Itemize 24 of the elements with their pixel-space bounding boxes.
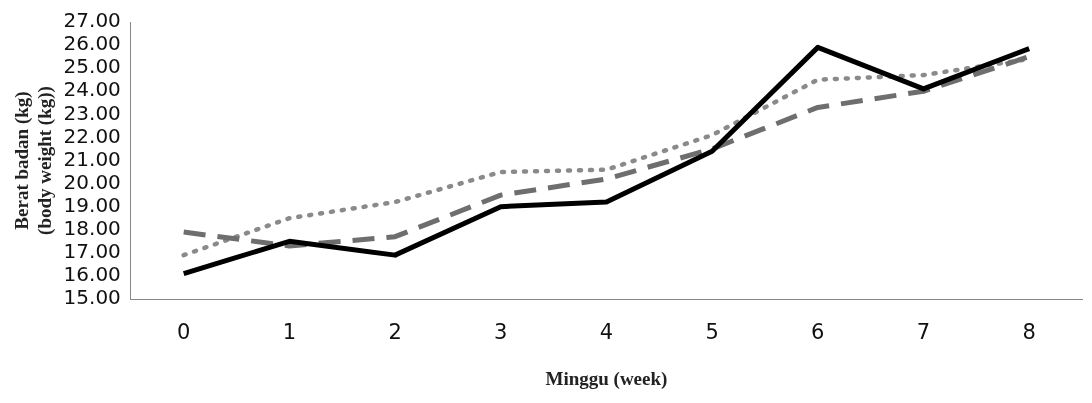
- y-tick-label: 22.00: [63, 123, 121, 148]
- x-tick-label: 3: [494, 320, 508, 345]
- y-tick-label: 24.00: [63, 77, 121, 102]
- y-tick-label: 17.00: [63, 239, 121, 264]
- x-tick-label: 7: [916, 320, 931, 345]
- y-tick-label: 25.00: [63, 54, 121, 79]
- x-tick-label: 5: [705, 320, 719, 345]
- y-tick-label: 21.00: [63, 146, 121, 171]
- y-tick-label: 23.00: [63, 100, 121, 125]
- y-axis-title: Berat badan (kg) (body weight (kg)): [11, 86, 57, 235]
- y-tick-label: 26.00: [63, 31, 121, 56]
- y-tick-label: 15.00: [63, 285, 121, 310]
- x-tick-label: 4: [599, 320, 614, 345]
- y-tick-label: 18.00: [63, 215, 121, 240]
- y-tick-label: 16.00: [63, 262, 121, 287]
- x-tick-label: 0: [177, 320, 191, 345]
- x-tick-label: 8: [1022, 320, 1036, 345]
- x-tick-label: 1: [282, 320, 297, 345]
- x-tick-label: 2: [388, 320, 402, 345]
- y-tick-label: 27.00: [63, 8, 121, 33]
- y-tick-label: 20.00: [63, 169, 121, 194]
- x-axis-title: Minggu (week): [545, 367, 668, 390]
- x-tick-label: 6: [811, 320, 825, 345]
- y-tick-label: 19.00: [63, 192, 121, 217]
